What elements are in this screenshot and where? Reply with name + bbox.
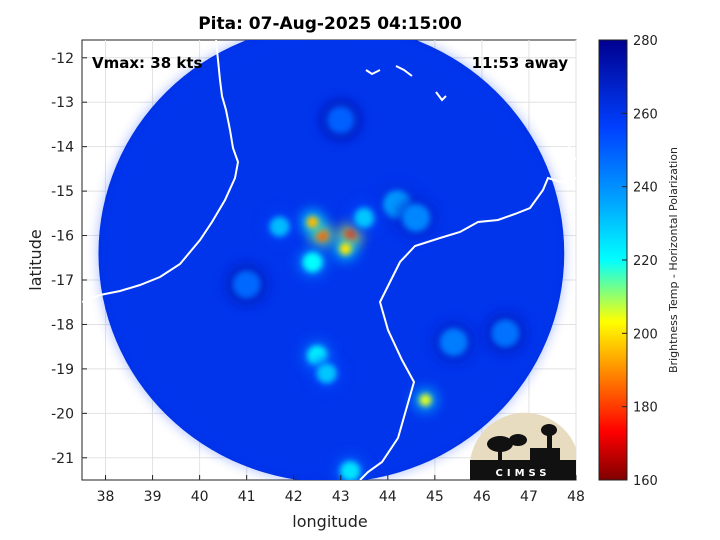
coastline-north-2 bbox=[395, 65, 413, 77]
logo-text: CIMSS bbox=[496, 468, 551, 479]
vmax-annotation: Vmax: 38 kts bbox=[92, 54, 202, 72]
colorbar-tick-label: 180 bbox=[633, 401, 658, 416]
x-axis-label: longitude bbox=[292, 512, 367, 531]
logo-dish-stand bbox=[498, 448, 502, 460]
coastline-madagascar bbox=[359, 176, 576, 480]
swath-texture bbox=[98, 40, 565, 480]
colorbar-tick-label: 160 bbox=[633, 474, 658, 489]
x-tick-label: 41 bbox=[238, 489, 256, 505]
y-tick-label: -13 bbox=[51, 95, 74, 111]
colorbar-tick-label: 240 bbox=[633, 181, 658, 196]
x-tick-label: 39 bbox=[144, 489, 162, 505]
colorbar-tick-label: 260 bbox=[633, 107, 658, 122]
logo-dish-2 bbox=[509, 434, 527, 446]
feature-core-7 bbox=[302, 252, 323, 273]
x-ticks: 38 39 40 41 42 43 44 45 46 47 48 bbox=[97, 475, 585, 505]
y-tick-label: -14 bbox=[51, 140, 74, 156]
feature-core-11 bbox=[419, 394, 432, 406]
y-tick-label: -15 bbox=[51, 184, 74, 200]
x-tick-label: 38 bbox=[97, 489, 115, 505]
convection-features bbox=[226, 100, 526, 480]
feature-core-1 bbox=[315, 229, 328, 242]
x-tick-label: 47 bbox=[520, 489, 538, 505]
coastlines bbox=[82, 40, 576, 480]
colorbar-tick-label: 280 bbox=[633, 34, 658, 49]
colorbar-tick-label: 220 bbox=[633, 254, 658, 269]
cimss-logo: CIMSS bbox=[470, 412, 576, 480]
y-axis-label: latitude bbox=[26, 229, 45, 290]
feature-core-10 bbox=[316, 363, 337, 384]
coastline-north-1 bbox=[365, 69, 381, 76]
logo-base bbox=[470, 460, 576, 480]
feature-core-2 bbox=[306, 216, 319, 229]
y-tick-label: -19 bbox=[51, 362, 74, 378]
colorbar-ticks: 160 180 200 220 240 260 280 bbox=[622, 34, 658, 489]
x-tick-label: 46 bbox=[473, 489, 491, 505]
logo-building bbox=[530, 448, 560, 460]
feature-core-8 bbox=[269, 216, 290, 237]
feature-core-15 bbox=[232, 270, 261, 299]
x-tick-label: 45 bbox=[426, 489, 444, 505]
feature-core-4 bbox=[354, 207, 375, 228]
y-tick-label: -12 bbox=[51, 51, 74, 67]
x-tick-label: 43 bbox=[332, 489, 350, 505]
feature-core-6 bbox=[402, 203, 431, 232]
time-away-annotation: 11:53 away bbox=[472, 54, 569, 72]
y-ticks: -12 -13 -14 -15 -16 -17 -18 -19 -20 -21 bbox=[51, 51, 87, 467]
y-tick-label: -16 bbox=[51, 229, 74, 245]
x-tick-label: 44 bbox=[379, 489, 397, 505]
y-tick-label: -17 bbox=[51, 273, 74, 289]
feature-core-14 bbox=[491, 319, 520, 348]
feature-core-16 bbox=[326, 106, 355, 134]
feature-core-13 bbox=[439, 328, 468, 357]
logo-dish-1 bbox=[487, 436, 513, 452]
coastline-east-1 bbox=[565, 129, 576, 161]
x-tick-label: 48 bbox=[567, 489, 585, 505]
feature-core-12 bbox=[340, 461, 361, 480]
y-tick-label: -20 bbox=[51, 406, 74, 422]
coastline-africa bbox=[82, 40, 240, 303]
x-tick-label: 40 bbox=[191, 489, 209, 505]
logo-tower-tank bbox=[541, 424, 557, 436]
logo-tower bbox=[547, 432, 552, 460]
x-tick-label: 42 bbox=[285, 489, 303, 505]
brightness-swath bbox=[98, 40, 565, 480]
feature-core-3 bbox=[339, 242, 352, 255]
colorbar-label: Brightness Temp - Horizontal Polarizatio… bbox=[667, 147, 680, 373]
y-tick-label: -21 bbox=[51, 451, 74, 467]
y-tick-label: -18 bbox=[51, 317, 74, 333]
chart-title: Pita: 07-Aug-2025 04:15:00 bbox=[198, 14, 462, 34]
coastline-north-3 bbox=[435, 91, 447, 102]
colorbar-tick-label: 200 bbox=[633, 327, 658, 342]
